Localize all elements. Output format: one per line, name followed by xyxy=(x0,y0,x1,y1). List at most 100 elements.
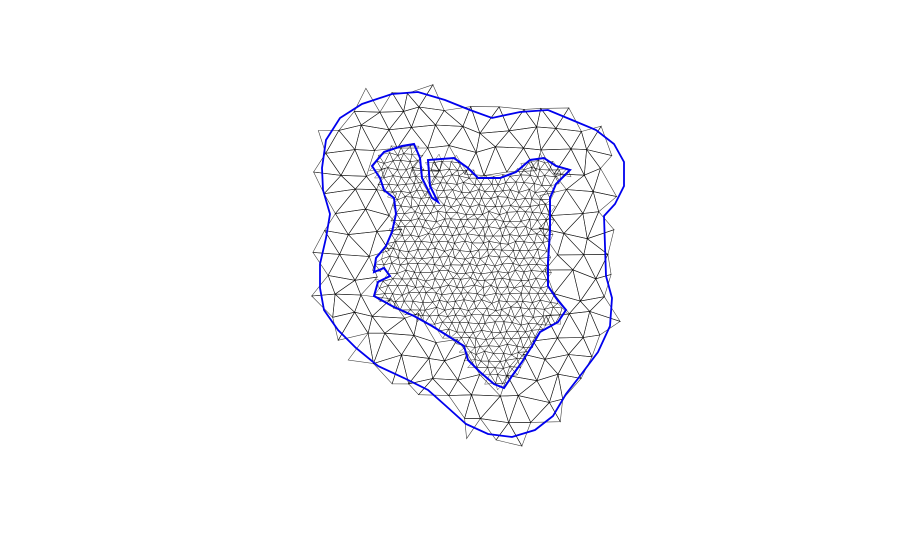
mesh-triangle xyxy=(459,240,471,253)
mesh-triangle xyxy=(395,205,405,215)
mesh-triangle xyxy=(378,280,389,289)
mesh-triangle xyxy=(418,106,445,126)
mesh-triangle xyxy=(422,291,434,304)
mesh-triangle xyxy=(407,241,419,253)
mesh-triangle xyxy=(542,314,551,326)
mesh-triangle xyxy=(482,314,490,324)
mesh-triangle xyxy=(383,255,392,266)
mesh-triangle xyxy=(486,210,496,221)
mesh-triangle xyxy=(400,169,411,178)
mesh-triangle xyxy=(507,286,515,294)
mesh-triangle xyxy=(447,241,455,250)
mesh-triangle xyxy=(530,219,544,230)
mesh-triangle xyxy=(396,269,407,280)
mesh-triangle xyxy=(395,213,405,221)
mesh-triangle xyxy=(465,214,475,220)
mesh-triangle xyxy=(502,375,511,385)
mesh-triangle xyxy=(414,241,422,250)
mesh-triangle xyxy=(497,190,509,198)
mesh-triangle xyxy=(441,293,453,303)
mesh-triangle xyxy=(404,220,416,227)
mesh-triangle xyxy=(494,361,504,369)
mesh-triangle xyxy=(470,242,480,253)
mesh-triangle xyxy=(510,337,521,347)
mesh-triangle xyxy=(457,170,467,177)
mesh-triangle xyxy=(410,196,419,208)
mesh-triangle xyxy=(376,229,403,252)
mesh-triangle xyxy=(583,148,601,176)
mesh-triangle xyxy=(419,309,426,317)
mesh-triangle xyxy=(501,277,511,288)
mesh-triangle xyxy=(459,321,469,333)
mesh-triangle xyxy=(365,188,390,217)
mesh-triangle xyxy=(464,417,481,440)
mesh-triangle xyxy=(517,395,550,423)
mesh-triangle xyxy=(515,174,525,183)
mesh-triangle xyxy=(515,181,525,194)
mesh-triangle xyxy=(446,189,457,200)
mesh-triangle xyxy=(478,242,489,251)
mesh-triangle xyxy=(499,211,508,223)
mesh-triangle xyxy=(518,234,529,243)
mesh-triangle xyxy=(555,128,582,150)
mesh-triangle xyxy=(495,373,504,385)
mesh-triangle xyxy=(413,181,423,191)
mesh-triangle xyxy=(456,278,464,288)
mesh-triangle xyxy=(532,257,541,265)
mesh-triangle xyxy=(404,196,413,209)
mesh-triangle xyxy=(447,314,456,324)
mesh-triangle xyxy=(468,322,480,334)
mesh-triangle xyxy=(340,175,368,190)
mesh-triangle xyxy=(516,206,527,213)
mesh-triangle xyxy=(586,211,615,240)
mesh-triangle xyxy=(499,249,510,258)
mesh-triangle xyxy=(498,343,508,354)
mesh-triangle xyxy=(442,316,453,323)
mesh-triangle xyxy=(536,373,559,404)
mesh-triangle xyxy=(522,285,532,294)
mesh-triangle xyxy=(501,205,511,213)
mesh-triangle xyxy=(487,240,494,251)
mesh-triangle xyxy=(491,271,499,280)
mesh-triangle xyxy=(550,306,561,316)
mesh-triangle xyxy=(537,241,548,252)
mesh-triangle xyxy=(406,166,413,179)
mesh-triangle xyxy=(464,393,481,419)
mesh-triangle xyxy=(397,278,408,287)
mesh-triangle xyxy=(484,235,494,242)
mesh-triangle xyxy=(520,323,529,333)
mesh-triangle xyxy=(583,254,609,280)
mesh-triangle xyxy=(493,174,504,186)
mesh-triangle xyxy=(415,277,424,288)
mesh-triangle xyxy=(516,345,524,353)
mesh-triangle xyxy=(518,264,529,273)
mesh-triangle xyxy=(515,235,525,243)
mesh-triangle xyxy=(418,204,426,215)
mesh-triangle xyxy=(473,299,483,309)
mesh-triangle xyxy=(412,300,424,311)
mesh-triangle xyxy=(474,280,484,288)
mesh-triangle xyxy=(518,257,529,266)
mesh-triangle xyxy=(458,225,468,235)
mesh-triangle xyxy=(539,169,550,176)
mesh-triangle xyxy=(583,167,601,193)
mesh-triangle xyxy=(518,188,530,199)
mesh-triangle xyxy=(414,271,421,280)
mesh-triangle xyxy=(392,175,402,186)
mesh-triangle xyxy=(402,234,412,242)
mesh-triangle xyxy=(468,314,480,325)
mesh-triangle xyxy=(502,366,511,377)
mesh-triangle xyxy=(426,256,435,265)
mesh-triangle xyxy=(431,241,440,249)
mesh-triangle xyxy=(393,241,400,251)
mesh-triangle xyxy=(414,226,424,238)
mesh-triangle xyxy=(500,235,509,245)
mesh-triangle xyxy=(530,277,542,289)
mesh-triangle xyxy=(408,287,420,294)
mesh-triangle xyxy=(332,293,356,318)
mesh-triangle xyxy=(403,106,420,129)
mesh-triangle xyxy=(486,308,497,317)
mesh-triangle xyxy=(451,314,460,323)
mesh-triangle xyxy=(443,182,454,191)
